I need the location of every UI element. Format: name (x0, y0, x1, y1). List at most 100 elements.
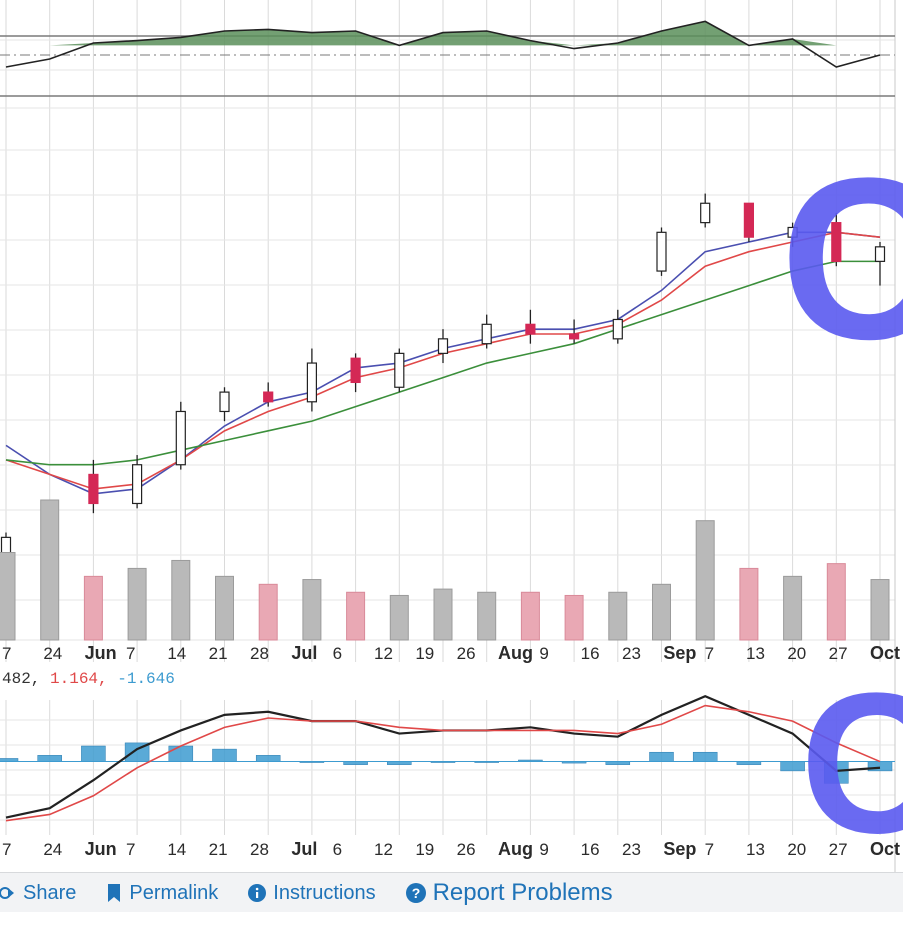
candle-body (350, 357, 361, 384)
volume-bar (783, 575, 803, 641)
x-axis-lower-tick-label: Jun (85, 839, 117, 859)
candle-body (525, 323, 536, 335)
x-axis-lower-tick-label: 7 (126, 840, 135, 859)
rs-line (5, 20, 881, 68)
candle-body (612, 318, 623, 340)
x-axis-upper-tick-label: Oct (870, 643, 900, 663)
x-axis-upper-tick-label: 26 (457, 644, 476, 663)
x-axis-lower-tick-label: 6 (333, 840, 342, 859)
macd-histogram-bar (37, 755, 62, 762)
volume-bar (477, 591, 497, 641)
x-axis-lower-tick-label: 7 (2, 840, 11, 859)
stock-chart: 7 24 Jun 7 14 21 28 Jul 6 12 19 26 Aug 9 16 23 Sep 7 13 20 2… (0, 0, 903, 872)
candle-body (132, 464, 143, 505)
x-axis-lower-tick-label: 13 (746, 840, 765, 859)
x-axis-lower-tick-label: 27 (829, 840, 848, 859)
x-axis-upper: 7 24 Jun 7 14 21 28 Jul 6 12 19 26 Aug 9 16 23 Sep 7 13 20 2… (2, 643, 900, 663)
instructions-link[interactable]: Instructions (248, 881, 376, 905)
candle-body (394, 352, 405, 388)
macd-panel (0, 695, 895, 822)
x-axis-lower-tick-label: 9 (539, 840, 548, 859)
candle-body (743, 202, 755, 238)
volume-bar (826, 563, 846, 641)
candle-body (175, 410, 186, 466)
candle-body (263, 391, 274, 403)
x-axis-lower-tick-label: 21 (209, 840, 228, 859)
macd-series-2 (5, 704, 881, 822)
macd-histogram-bar (255, 755, 281, 762)
x-axis-upper-tick-label: 16 (581, 644, 600, 663)
annotation-letter-top: C (780, 130, 903, 387)
x-axis-upper-tick-label: 27 (829, 644, 848, 663)
macd-histogram-bar (168, 745, 194, 762)
x-axis-upper-tick-label: 9 (539, 644, 548, 663)
permalink-label: Permalink (129, 881, 219, 904)
volume-bar (520, 591, 540, 641)
volume-bar (40, 499, 60, 641)
x-axis-upper-tick-label: 21 (209, 644, 228, 663)
share-label: Share (23, 881, 77, 904)
bottom-strip (0, 912, 903, 926)
x-axis-upper-tick-label: 7 (126, 644, 135, 663)
chart-toolbar: Share Permalink Instructions ? Report Pr… (0, 872, 903, 913)
bookmark-icon (108, 884, 121, 902)
x-axis-upper-tick-label: 19 (415, 644, 434, 663)
x-axis-upper-tick-label: 14 (167, 644, 186, 663)
volume-bar (608, 591, 628, 641)
volume-bar (0, 552, 16, 641)
macd-histogram-bar (212, 748, 237, 762)
svg-text:?: ? (411, 885, 420, 901)
volume-bar (389, 594, 409, 641)
candle-body (437, 338, 449, 354)
annotation-letter-bottom: C (800, 652, 903, 872)
report-problems-label: Report Problems (432, 879, 613, 906)
volume-bar (564, 594, 584, 641)
x-axis-lower-tick-label: 24 (43, 840, 62, 859)
x-axis-lower-tick-label: 16 (581, 840, 600, 859)
info-icon (248, 884, 267, 902)
x-axis-upper-tick-label: 20 (787, 644, 806, 663)
volume-bar (695, 520, 715, 641)
x-axis-lower-tick-label: Aug (498, 839, 533, 859)
macd-histogram-bar (692, 751, 718, 762)
chart-grid (0, 0, 896, 872)
candle-body (219, 391, 230, 413)
volume-bar (258, 583, 278, 641)
volume-bar (652, 583, 671, 641)
x-axis-lower-tick-label: 12 (374, 840, 393, 859)
candle-body (700, 202, 711, 224)
candle-body (88, 473, 99, 505)
macd-histogram-bar (649, 751, 674, 762)
volume-bar (739, 567, 759, 641)
x-axis-lower-tick-label: 19 (415, 840, 434, 859)
x-axis-lower-tick-label: Jul (291, 839, 317, 859)
candle-body (874, 246, 886, 262)
x-axis-upper-tick-label: 6 (333, 644, 342, 663)
x-axis-lower-tick-label: Oct (870, 839, 900, 859)
x-axis-lower-tick-label: 7 (705, 840, 714, 859)
question-icon: ? (405, 883, 426, 903)
x-axis-upper-tick-label: 7 (2, 644, 11, 663)
x-axis-upper-tick-label: Sep (663, 643, 696, 663)
macd-histogram-bar (81, 745, 106, 762)
x-axis-lower-tick-label: 28 (250, 840, 269, 859)
x-axis-upper-tick-label: Jul (291, 643, 317, 663)
x-axis-upper-tick-label: 23 (622, 644, 641, 663)
macd-readout: 482, 1.164, -1.646 (2, 670, 175, 688)
moving-average-3 (5, 260, 880, 466)
x-axis-upper-tick-label: Aug (498, 643, 533, 663)
relative-strength-panel (0, 20, 895, 97)
volume-bar (433, 588, 453, 641)
volume-bar (215, 575, 234, 641)
instructions-label: Instructions (273, 881, 376, 904)
permalink-link[interactable]: Permalink (106, 882, 218, 905)
x-axis-upper-tick-label: 12 (374, 644, 393, 663)
report-problems-link[interactable]: ? Report Problems (405, 879, 613, 907)
share-link[interactable]: Share (0, 882, 76, 905)
x-axis-upper-tick-label: 24 (43, 644, 62, 663)
volume-bar (171, 559, 191, 641)
x-axis-upper-tick-label: 13 (746, 644, 765, 663)
x-axis-lower-tick-label: Sep (663, 839, 696, 859)
volume-bar (346, 591, 366, 641)
volume-bar (302, 579, 322, 641)
